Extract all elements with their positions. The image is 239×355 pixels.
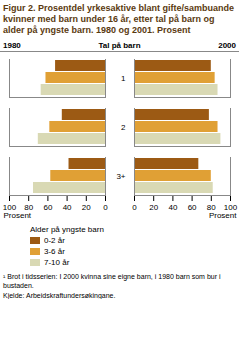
html-text:Figur 2. Prosentdel yrkesaktiv: Figur 2. Prosentdel yrkesaktive blant gi… bbox=[3, 3, 235, 35]
html-text:7-10 år: 7-10 år bbox=[44, 258, 70, 267]
svg-text:40: 40 bbox=[63, 203, 72, 212]
svg-text:Prosent: Prosent bbox=[4, 211, 32, 220]
svg-text:1: 1 bbox=[121, 74, 126, 83]
svg-text:100: 100 bbox=[223, 203, 238, 213]
html-text:0-2 år: 0-2 år bbox=[44, 236, 65, 245]
svg-text:20: 20 bbox=[82, 203, 91, 212]
svg-text:40: 40 bbox=[168, 203, 177, 212]
html-text:Alder på yngste barn: Alder på yngste barn bbox=[30, 225, 104, 234]
html-text:1980: 1980 bbox=[3, 41, 21, 50]
svg-text:80: 80 bbox=[24, 203, 34, 213]
svg-text:Prosent: Prosent bbox=[209, 211, 237, 220]
svg-text:0: 0 bbox=[132, 203, 137, 212]
svg-text:3+: 3+ bbox=[116, 172, 125, 181]
html-text:Kjelde: Arbeidskraftundersøkin: Kjelde: Arbeidskraftundersøkingane. bbox=[3, 292, 116, 299]
svg-text:0: 0 bbox=[103, 203, 108, 212]
html-text:Tal på barn: Tal på barn bbox=[98, 41, 141, 50]
svg-text:2: 2 bbox=[121, 123, 126, 132]
svg-text:100: 100 bbox=[2, 203, 17, 213]
html-text:¹ Brot i tidsserien: I 2000 kv: ¹ Brot i tidsserien: I 2000 kvinna sine … bbox=[3, 273, 221, 289]
svg-text:20: 20 bbox=[149, 203, 158, 212]
svg-text:60: 60 bbox=[188, 203, 197, 212]
html-text:3-6 år: 3-6 år bbox=[44, 247, 65, 256]
html-text:2000: 2000 bbox=[218, 41, 236, 50]
svg-text:80: 80 bbox=[206, 203, 216, 213]
svg-text:60: 60 bbox=[43, 203, 52, 212]
